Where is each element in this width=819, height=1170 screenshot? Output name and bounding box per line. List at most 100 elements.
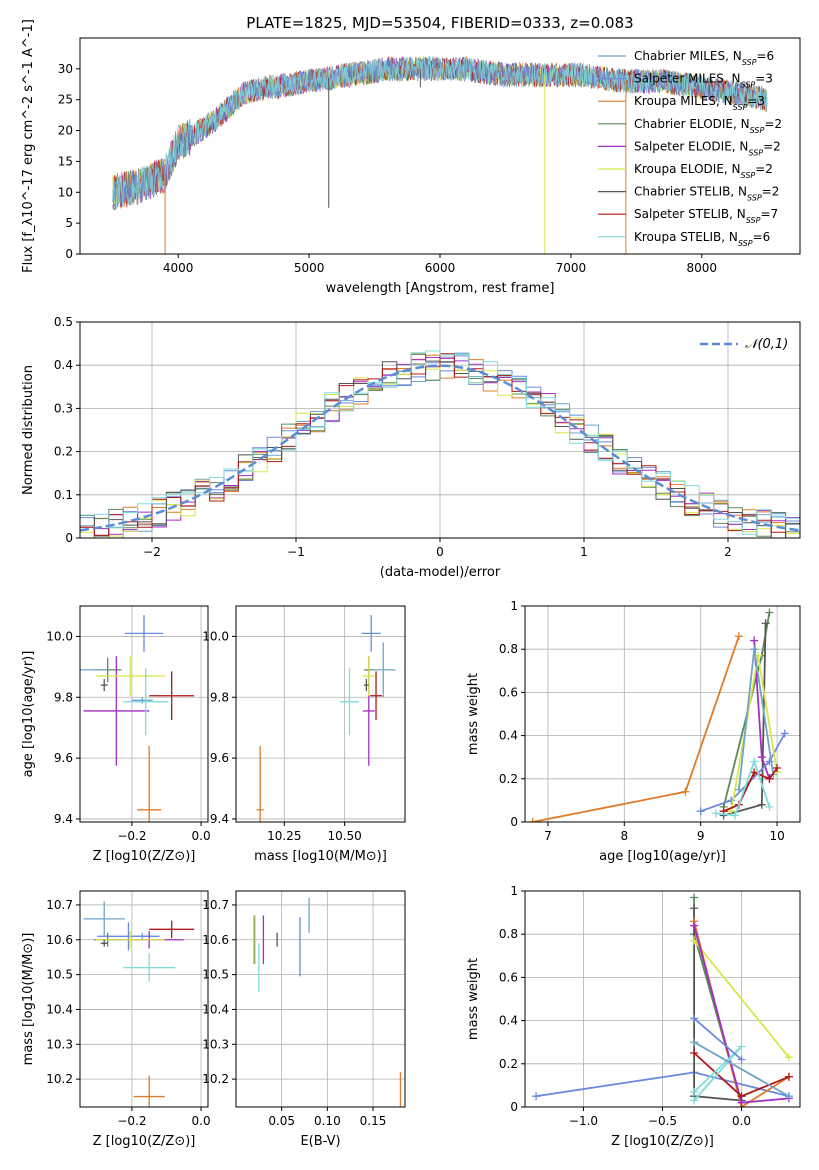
errorbar-miles-kroupa: [137, 745, 162, 822]
errorbar-miles-chabrier: [371, 642, 396, 698]
y-tick-label: 10.4: [202, 1002, 229, 1016]
weight-marker: [737, 1092, 746, 1101]
x-tick-label: 6000: [425, 261, 456, 275]
y-tick-label: 0.3: [54, 401, 73, 415]
weight-marker: [690, 893, 699, 902]
errorbar-miles-kroupa: [256, 745, 264, 822]
x-axis-label: mass [log10(M/M⊙)]: [254, 849, 387, 864]
y-tick-label: 0: [65, 531, 73, 545]
axes-frame: [79, 321, 801, 539]
weight-marker: [750, 768, 759, 777]
y-tick-label: 10.3: [46, 1037, 73, 1051]
y-tick-label: 1: [510, 884, 518, 898]
y-tick-label: 0.2: [499, 772, 518, 786]
x-tick-label: 7: [544, 829, 552, 843]
weight-marker: [734, 632, 743, 641]
errorbar-stelib-chabrier: [100, 939, 108, 947]
legend-label: Kroupa STELIB, NSSP=6: [634, 230, 770, 248]
weight-marker: [737, 1042, 746, 1051]
errorbar-stelib-salpeter: [369, 671, 383, 721]
weight-marker: [734, 785, 743, 794]
x-tick-label: 9: [697, 829, 705, 843]
weight-marker: [690, 936, 699, 945]
weight-marker: [690, 1096, 699, 1105]
y-tick-label: 20: [58, 124, 73, 138]
x-axis-label: (data-model)/error: [380, 565, 501, 580]
y-tick-label: 25: [58, 93, 73, 107]
axes-frame: [524, 605, 801, 823]
y-tick-label: 10: [58, 185, 73, 199]
mass-vs-ebv-panel: 0.05 0.10 0.15 10.2 10.3 10.4 10.5 10.6 10.7 E(B-…: [202, 890, 406, 1149]
x-axis-label: Z [log10(Z/Z⊙)]: [93, 1134, 196, 1149]
errorbar-miles-salpeter: [97, 922, 160, 951]
y-tick-label: 9.6: [54, 751, 73, 765]
y-axis-label: mass weight: [466, 673, 481, 755]
y-tick-label: 9.6: [210, 751, 229, 765]
weight-marker: [690, 1014, 699, 1023]
weight-marker: [737, 1055, 746, 1064]
y-axis-label: age [log10(age/yr)]: [21, 651, 36, 778]
y-tick-label: 10.0: [46, 629, 73, 643]
y-axis-label: Normed distribution: [21, 365, 36, 495]
x-axis-label: wavelength [Angstrom, rest frame]: [326, 281, 555, 296]
errorbars: [253, 897, 402, 1107]
weight-marker: [690, 1087, 699, 1096]
y-tick-label: 9.8: [54, 690, 73, 704]
weight-marker: [731, 811, 740, 820]
x-tick-label: 1: [580, 545, 588, 559]
mass-vs-Z-panel: −0.2 0.0 10.2 10.3 10.4 10.5 10.6 10.7 Z [log10(…: [21, 890, 211, 1149]
weight-marker: [690, 904, 699, 913]
weight-marker: [690, 1038, 699, 1047]
x-tick-label: 5000: [294, 261, 325, 275]
age-vs-Z-panel: −0.2 0.0 9.4 9.6 9.8 10.0 Z [log10(Z/Z⊙)] age […: [21, 605, 211, 864]
y-tick-label: 10.3: [202, 1037, 229, 1051]
figure-title: PLATE=1825, MJD=53504, FIBERID=0333, z=0…: [246, 14, 633, 32]
residual-panel: −2 −1 0 1 2 0 0.1 0.2 0.3 0.4 0.5 (data-model)/erro…: [21, 315, 801, 580]
weight-marker: [528, 818, 537, 822]
spectrum-panel: 4000 5000 6000 7000 8000 0 5 10 15 20 25 30 waveleng…: [21, 19, 801, 296]
weight-marker: [784, 1092, 793, 1101]
y-tick-label: 9.8: [210, 690, 229, 704]
errorbar-elodie-kroupa: [362, 656, 375, 696]
x-tick-label: −0.5: [648, 1114, 677, 1128]
y-tick-label: 0.4: [499, 1014, 518, 1028]
y-tick-label: 15: [58, 154, 73, 168]
errorbar-stelib-kroupa: [339, 668, 360, 736]
weight-line-elodie-kroupa: [693, 940, 790, 1058]
x-tick-label: 0.0: [192, 1114, 211, 1128]
weight-marker: [765, 774, 774, 783]
y-tick-label: 0.2: [499, 1057, 518, 1071]
weight-line-elodie-kroupa: [730, 655, 778, 812]
x-tick-label: −1.0: [569, 1114, 598, 1128]
weight-marker: [711, 809, 720, 818]
weight-marker: [757, 800, 766, 809]
legend-label: Kroupa ELODIE, NSSP=2: [634, 162, 773, 180]
x-tick-label: 10.25: [267, 829, 301, 843]
errorbar-stelib-salpeter: [149, 920, 195, 939]
weight-marker: [690, 1049, 699, 1057]
weight-marker: [784, 1072, 793, 1081]
gaussian-curve: [80, 364, 800, 532]
y-tick-label: 0.6: [499, 685, 518, 699]
x-tick-label: 8000: [687, 261, 718, 275]
weight-marker: [750, 757, 759, 766]
weight-vs-Z-panel: −1.0 −0.5 0.0 0 0.2 0.4 0.6 0.8 1 Z [log10(Z/Z⊙)]…: [466, 884, 801, 1149]
y-tick-label: 0: [65, 247, 73, 261]
errorbar-miles-kroupa: [133, 1075, 165, 1107]
weight-marker: [761, 619, 770, 628]
errorbar-miles-salpeter: [124, 615, 164, 652]
x-tick-label: 0.10: [314, 1114, 341, 1128]
x-tick-label: −1: [287, 545, 305, 559]
y-tick-label: 10.6: [202, 933, 229, 947]
legend-label: Salpeter ELODIE, NSSP=2: [634, 139, 781, 157]
x-axis-label: E(B-V): [300, 1134, 340, 1149]
axes-frame: [524, 890, 801, 1108]
y-tick-label: 0.8: [499, 927, 518, 941]
y-tick-label: 10.5: [202, 968, 229, 982]
errorbar-miles-salpeter: [361, 615, 381, 652]
y-axis-label: mass [log10(M/M⊙)]: [21, 933, 36, 1066]
y-tick-label: 0.8: [499, 642, 518, 656]
weight-marker: [532, 1092, 541, 1101]
errorbar-stelib-kroupa: [123, 668, 169, 736]
